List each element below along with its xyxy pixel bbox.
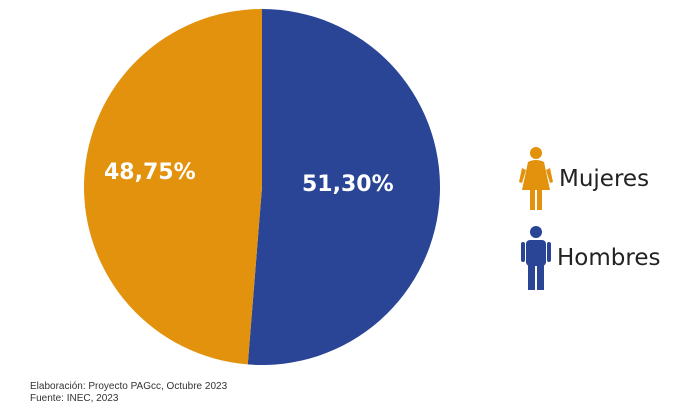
legend-label-hombres: Hombres — [557, 245, 661, 271]
slice-label-hombres: 51,30% — [302, 172, 394, 197]
man-icon — [521, 226, 551, 290]
slice-label-mujeres: 48,75% — [104, 160, 196, 185]
footer-notes: Elaboración: Proyecto PAGcc, Octubre 202… — [30, 381, 227, 405]
footer-elaboracion: Elaboración: Proyecto PAGcc, Octubre 202… — [30, 381, 228, 392]
woman-icon — [519, 147, 553, 210]
pie-slice-hombres — [247, 9, 441, 366]
legend-label-mujeres: Mujeres — [559, 166, 650, 192]
footer-fuente: Fuente: INEC, 2023 — [30, 393, 119, 404]
legend-item-mujeres: Mujeres — [519, 146, 649, 212]
pie-slice-mujeres — [84, 9, 262, 365]
legend-item-hombres: Hombres — [521, 225, 660, 291]
